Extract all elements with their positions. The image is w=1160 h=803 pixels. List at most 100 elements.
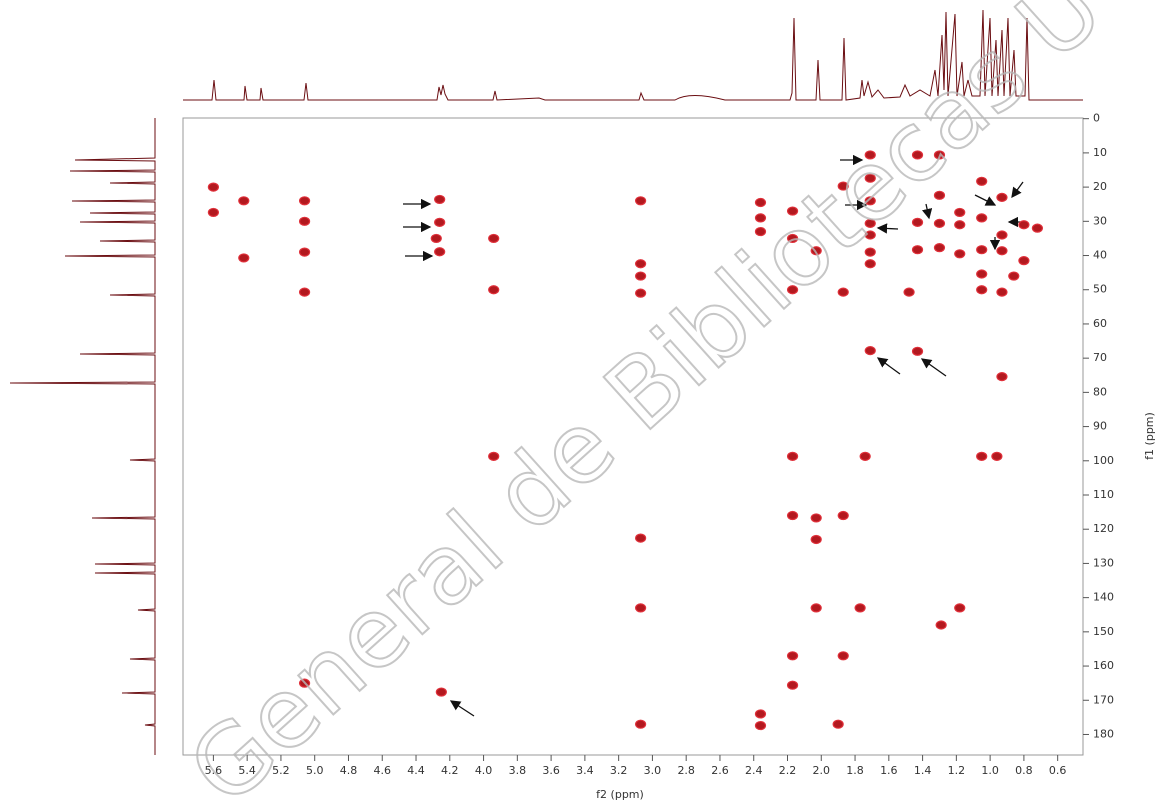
cross-peak: [434, 217, 446, 227]
y-tick-label: 100: [1093, 454, 1114, 467]
cross-peak: [954, 220, 966, 230]
cross-peak: [864, 173, 876, 183]
cross-peak: [786, 680, 799, 690]
y-tick-label: 50: [1093, 283, 1107, 296]
cross-peak: [976, 176, 988, 186]
cross-peak: [903, 287, 915, 297]
y-tick-label: 80: [1093, 385, 1107, 398]
cross-peak: [933, 190, 946, 200]
cross-peak: [854, 603, 866, 613]
cross-peak: [991, 451, 1003, 461]
cross-peak: [488, 451, 500, 461]
x-tick-label: 5.4: [238, 764, 256, 777]
cross-peak: [911, 346, 924, 356]
cross-peak: [832, 719, 844, 729]
y-tick-label: 150: [1093, 625, 1114, 638]
cross-peak: [810, 246, 822, 256]
cross-peak: [786, 233, 799, 244]
cross-peak: [976, 451, 988, 461]
cross-peak: [810, 603, 822, 613]
x-tick-label: 2.4: [745, 764, 763, 777]
x-tick-label: 1.0: [981, 764, 999, 777]
cross-peak: [864, 346, 876, 356]
x-tick-label: 3.8: [509, 764, 527, 777]
x-tick-label: 4.6: [373, 764, 391, 777]
y-tick-label: 170: [1093, 693, 1114, 706]
y-tick-label: 90: [1093, 420, 1107, 433]
x-tick-label: 1.6: [880, 764, 898, 777]
cross-peak: [864, 259, 876, 269]
x-tick-label: 3.2: [610, 764, 628, 777]
y-tick-label: 180: [1093, 727, 1114, 740]
cross-peak: [207, 207, 219, 218]
cross-peak: [430, 233, 442, 244]
y-axis-title: f1 (ppm): [1143, 412, 1156, 460]
cross-peak: [298, 216, 311, 226]
left-projection: [9, 118, 156, 755]
cross-peak: [754, 213, 767, 223]
cross-peak: [434, 194, 446, 205]
plot-frame: [182, 117, 1084, 756]
y-tick-label: 160: [1093, 659, 1114, 672]
cross-peak: [810, 534, 822, 545]
x-tick-label: 4.8: [340, 764, 358, 777]
x-tick-label: 0.6: [1049, 764, 1067, 777]
x-tick-label: 2.8: [677, 764, 695, 777]
cross-peak: [976, 245, 988, 255]
x-tick-label: 2.0: [813, 764, 831, 777]
x-tick-label: 5.0: [306, 764, 324, 777]
y-tick-label: 10: [1093, 146, 1107, 159]
y-tick-label: 20: [1093, 180, 1107, 193]
cross-peak: [954, 249, 966, 259]
cross-peak: [954, 207, 966, 218]
cross-peak: [754, 709, 767, 719]
cross-peak: [786, 451, 799, 461]
cross-peak: [238, 253, 250, 263]
x-tick-label: 1.8: [846, 764, 864, 777]
cross-peak: [864, 196, 876, 206]
cross-peak: [754, 720, 767, 731]
cross-peak: [837, 287, 849, 297]
x-tick-label: 2.2: [779, 764, 797, 777]
cross-peak: [935, 620, 947, 630]
y-tick-label: 140: [1093, 591, 1114, 604]
cross-peak: [976, 269, 988, 279]
cross-peak: [786, 206, 799, 216]
x-tick-label: 1.2: [948, 764, 966, 777]
cross-peak: [996, 287, 1008, 297]
cross-peak: [1031, 223, 1044, 233]
y-tick-label: 70: [1093, 351, 1107, 364]
annotation-arrows: [403, 154, 1027, 717]
y-tick-label: 30: [1093, 214, 1107, 227]
x-tick-label: 4.0: [475, 764, 493, 777]
cross-peak: [911, 150, 924, 160]
cross-peak: [864, 230, 876, 240]
cross-peak: [1018, 220, 1030, 230]
cross-peak: [786, 510, 799, 521]
cross-peak: [976, 285, 988, 295]
cross-peak: [933, 150, 946, 160]
cross-peak: [754, 226, 767, 237]
cross-peak: [634, 719, 647, 729]
cross-peak: [837, 651, 849, 661]
cross-peak: [634, 603, 647, 613]
y-tick-label: 60: [1093, 317, 1107, 330]
cross-peak: [298, 287, 311, 297]
cross-peak: [634, 259, 647, 269]
cross-peak: [864, 218, 876, 228]
y-tick-label: 40: [1093, 249, 1107, 262]
y-tick-label: 0: [1093, 112, 1100, 125]
watermark: General de Bibliotecas U: [168, 0, 1123, 803]
cross-peak: [837, 181, 849, 191]
x-tick-label: 3.6: [542, 764, 560, 777]
x-tick-label: 4.4: [407, 764, 425, 777]
x-tick-label: 3.0: [644, 764, 662, 777]
cross-peak: [298, 678, 311, 688]
cross-peak: [911, 217, 924, 227]
cross-peak: [786, 285, 799, 295]
x-tick-label: 5.6: [205, 764, 223, 777]
x-tick-label: 0.8: [1015, 764, 1033, 777]
cross-peaks: [207, 150, 1044, 731]
cross-peak: [634, 271, 647, 281]
